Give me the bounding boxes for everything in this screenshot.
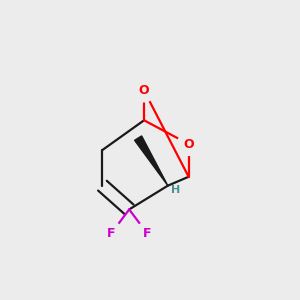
Text: F: F [107, 227, 116, 240]
Circle shape [133, 79, 155, 102]
Circle shape [136, 222, 158, 244]
Text: F: F [143, 227, 151, 240]
Circle shape [177, 133, 200, 155]
Text: O: O [139, 84, 149, 97]
Circle shape [100, 222, 123, 244]
Text: O: O [183, 138, 194, 151]
Polygon shape [135, 136, 168, 186]
Text: H: H [171, 185, 180, 195]
